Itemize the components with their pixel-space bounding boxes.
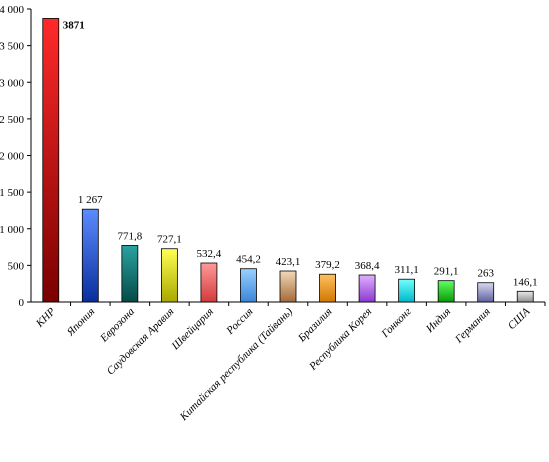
data-label: 379,2 [315, 259, 340, 271]
x-tick-label: Бразилия [295, 306, 334, 345]
y-tick-label: 3 000 [0, 77, 25, 89]
chart-bars [42, 18, 534, 303]
bar [319, 273, 336, 303]
data-label: 291,1 [434, 266, 459, 278]
bar [516, 290, 534, 303]
x-tick-label: Гонконг [379, 305, 415, 341]
x-tick-label: Швейцария [169, 306, 216, 353]
data-label: 423,1 [276, 256, 301, 268]
y-tick-label: 500 [8, 260, 25, 272]
data-label: 368,4 [355, 260, 380, 272]
x-tick-label: Япония [64, 306, 97, 339]
data-label: 263 [477, 268, 494, 280]
chart-axes: 0 500 1 000 1 500 2 000 2 500 3 000 3 500 4 000 [0, 4, 546, 309]
bar [121, 245, 139, 303]
bar [437, 280, 455, 303]
data-label: 771,8 [117, 230, 142, 242]
x-tick-label: Еврозона [97, 305, 137, 345]
y-tick-label: 4 000 [0, 4, 25, 16]
data-label: 3871 [63, 19, 85, 31]
x-tick-label: США [506, 305, 533, 332]
bar [279, 270, 297, 303]
x-tick-label: Саудовская Аравия [105, 306, 177, 378]
data-label: 454,2 [236, 254, 261, 266]
y-tick-label: 0 [19, 297, 25, 309]
y-tick-label: 2 000 [0, 151, 25, 163]
x-tick-label: Россия [224, 306, 256, 338]
bar [240, 268, 257, 303]
data-label: 727,1 [157, 234, 182, 246]
data-label: 1 267 [78, 194, 103, 206]
data-label: 532,4 [197, 248, 222, 260]
x-tick-label: КНР [33, 305, 58, 330]
y-tick-label: 2 500 [0, 114, 25, 126]
y-tick-label: 1 000 [0, 224, 25, 236]
y-tick-label: 1 500 [0, 187, 25, 199]
data-label: 146,1 [513, 276, 538, 288]
bar [477, 282, 495, 303]
bar [42, 18, 60, 303]
x-tick-label: Индия [423, 306, 453, 336]
bar [160, 248, 178, 303]
bar [358, 274, 376, 303]
bar [81, 208, 99, 303]
bar [200, 262, 218, 303]
chart-labels: 3871 КНР 1 267 Япония 771,8 Еврозона 727,1 Сауд… [33, 19, 537, 423]
y-tick-label: 3 500 [0, 41, 25, 53]
bar [398, 278, 416, 303]
data-label: 311,1 [394, 264, 418, 276]
x-tick-label: Германия [452, 306, 493, 347]
